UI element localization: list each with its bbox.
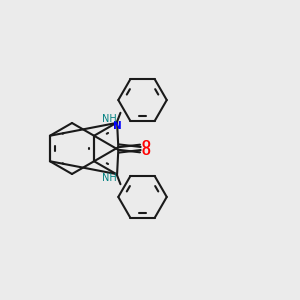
Text: N: N: [113, 121, 122, 131]
Text: NH: NH: [102, 114, 117, 124]
Text: O: O: [141, 147, 150, 157]
Text: NH: NH: [102, 173, 117, 183]
Text: O: O: [141, 140, 150, 150]
